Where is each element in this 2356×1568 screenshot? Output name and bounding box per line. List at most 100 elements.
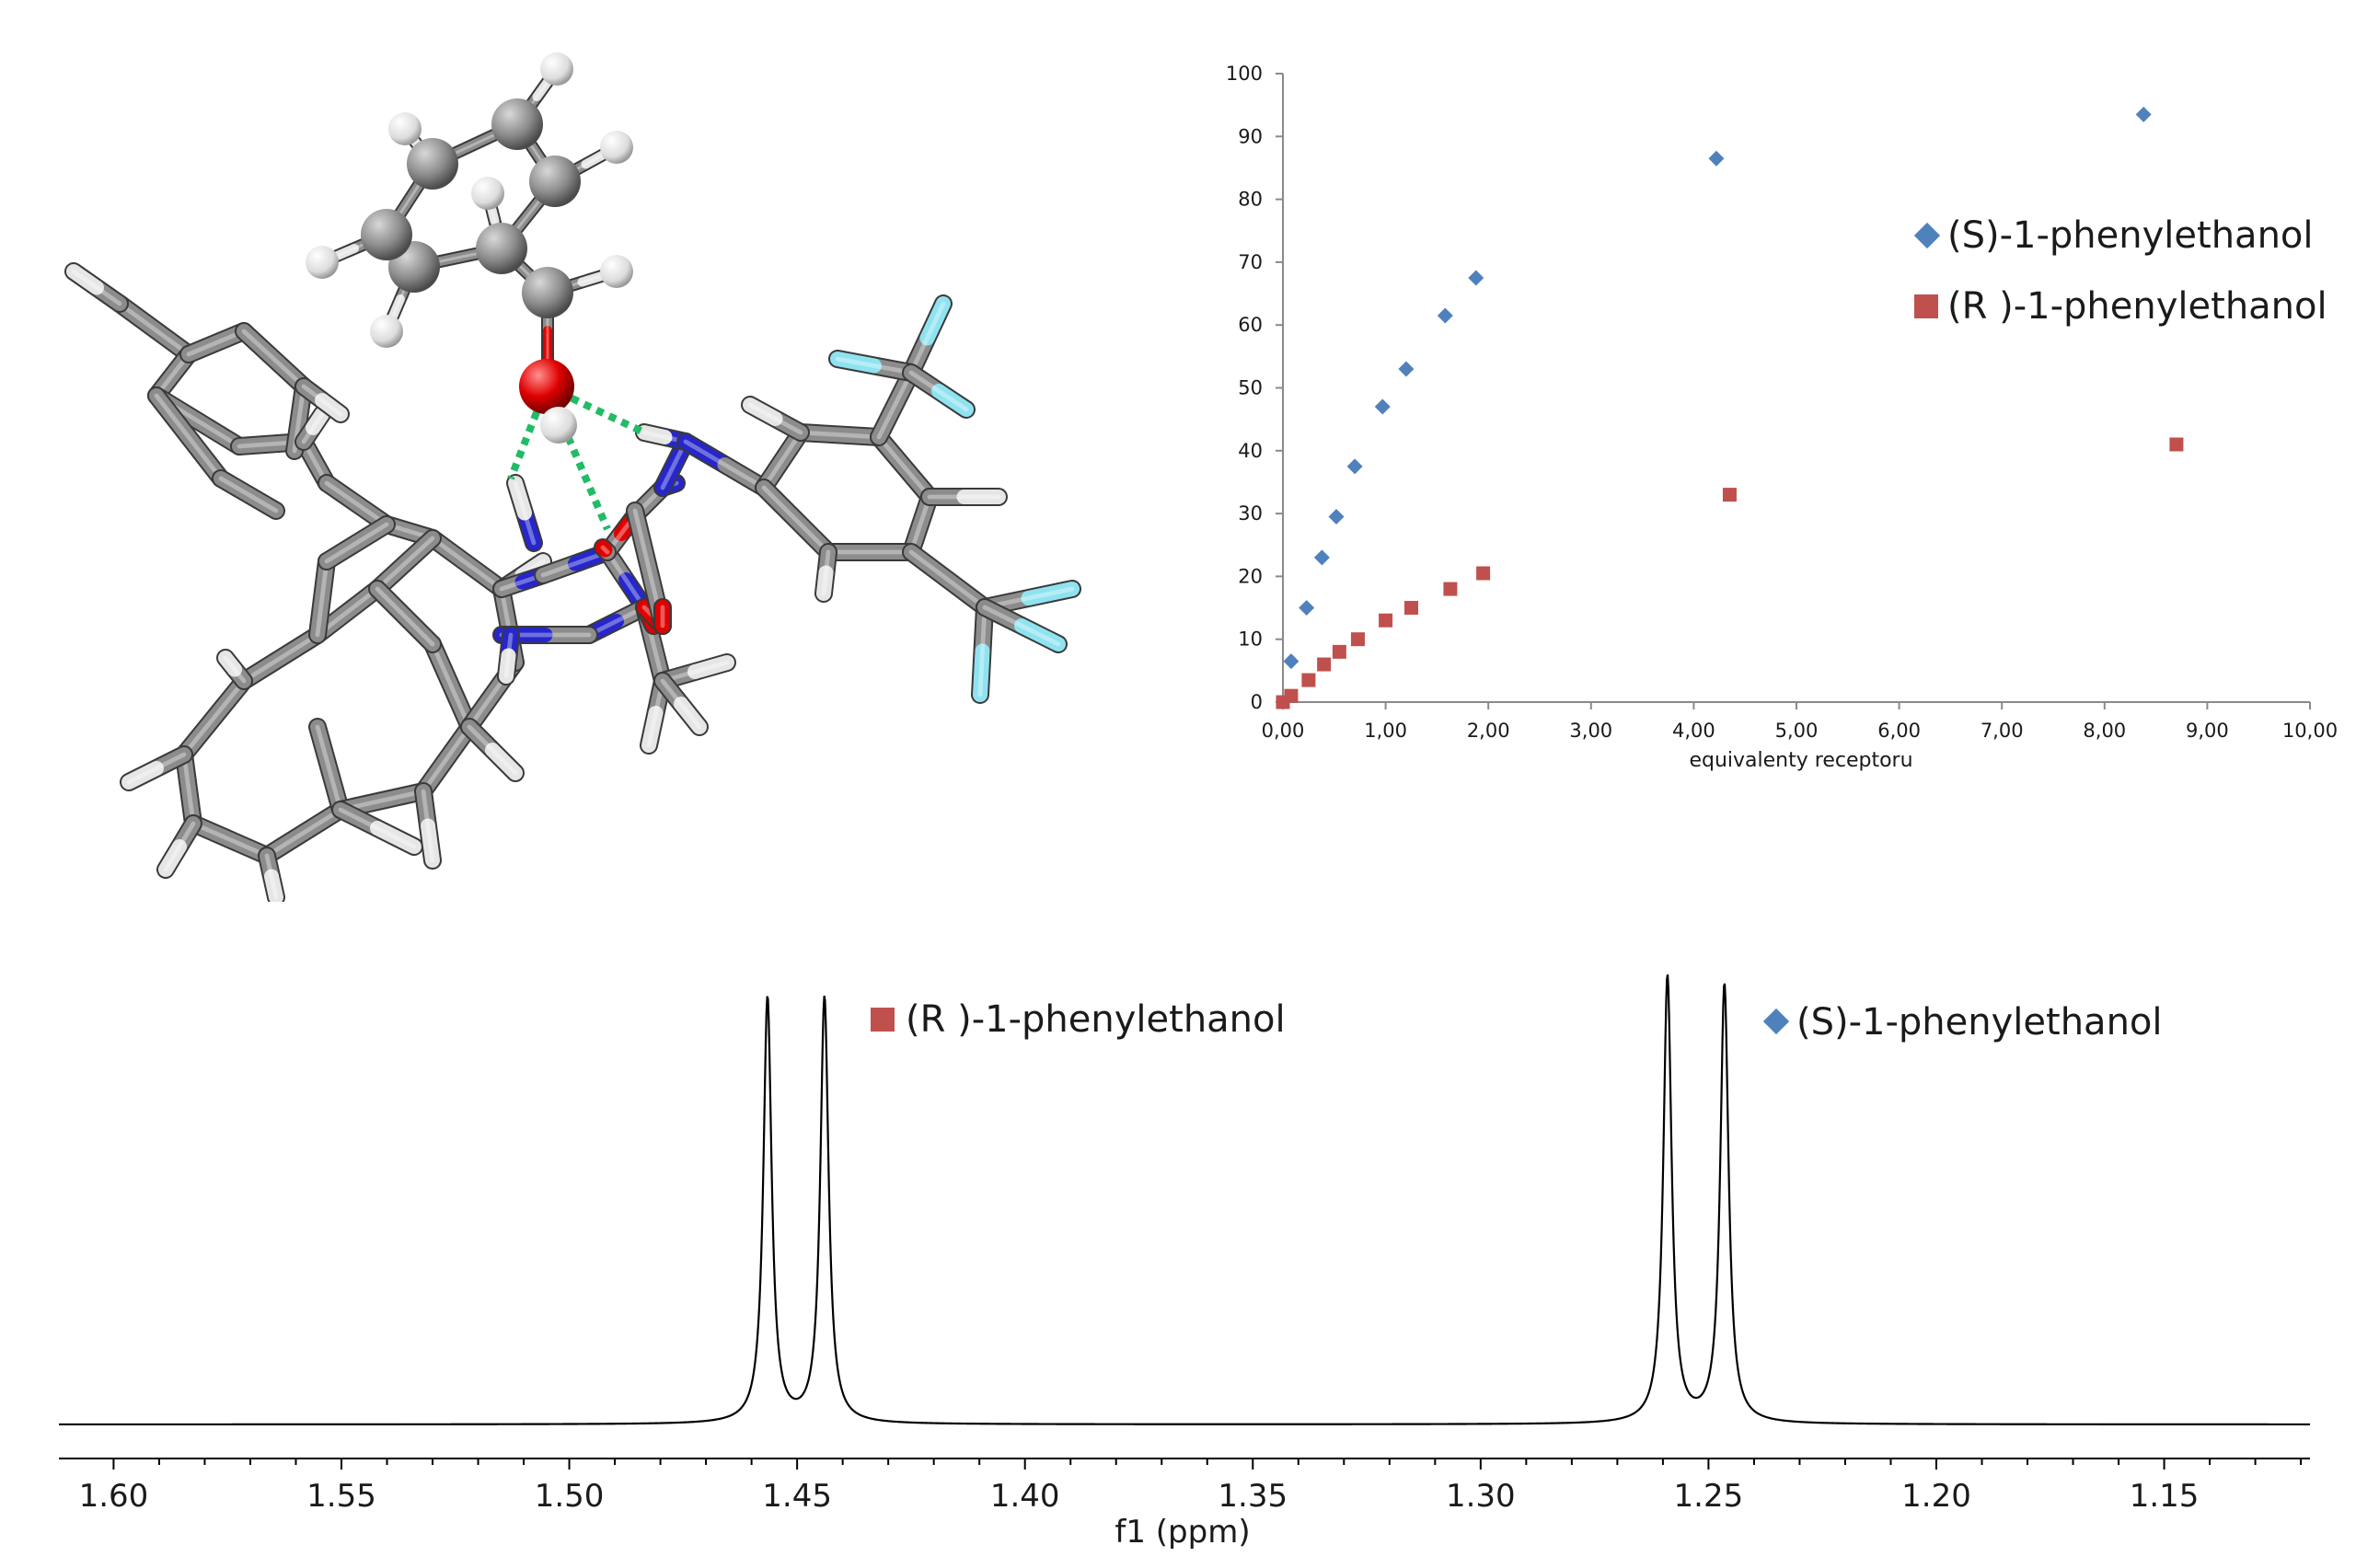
legend-marker-square [1914, 294, 1938, 318]
bond-highlight [513, 480, 537, 546]
scatter-x-tick-label: 4,00 [1672, 720, 1715, 742]
bond [508, 476, 532, 521]
bond [674, 697, 707, 734]
bond-highlight [421, 724, 472, 794]
scatter-point-s [1398, 361, 1415, 377]
scatter-point-r [1404, 601, 1418, 616]
nmr-x-tick-label: 1.40 [990, 1478, 1060, 1515]
scatter-y-tick-label: 40 [1238, 440, 1263, 462]
scatter-axes [1282, 74, 2310, 703]
bond-highlight [264, 853, 279, 900]
bond-highlight [338, 807, 417, 849]
scatter-point-r [2169, 437, 2184, 452]
nmr-x-axis-label: f1 (ppm) [1114, 1514, 1250, 1551]
scatter-point-s [1374, 398, 1391, 415]
scatter-point-r [1284, 688, 1299, 703]
carbon-atom [476, 223, 527, 274]
bond-highlight [154, 393, 224, 481]
scatter-point-s [1313, 549, 1330, 566]
nmr-x-tick-label: 1.20 [1901, 1478, 1971, 1515]
scatter-x-tick-label: 2,00 [1467, 720, 1510, 742]
bond-highlight [798, 430, 882, 440]
bond-highlight [876, 370, 914, 440]
nmr-spectrum-chart: 1.60 1.55 1.50 1.45 1.40 1.35 1.30 1.25 1.20 1.15… [59, 974, 2310, 1551]
bond [919, 296, 951, 346]
hydrogen-atom [540, 407, 577, 444]
scatter-point-r [1317, 657, 1332, 672]
scatter-point-s [2135, 106, 2152, 122]
bond [264, 869, 283, 902]
scatter-point-r [1443, 582, 1458, 596]
carbon-atom [522, 267, 573, 318]
scatter-point-s [1346, 458, 1363, 475]
nmr-legend-marker-square [871, 1008, 895, 1032]
bond [830, 352, 882, 374]
nmr-legend-marker-diamond [1762, 1008, 1790, 1035]
carbon-atom [407, 138, 458, 190]
bond [370, 821, 422, 854]
scatter-point-r [1722, 488, 1737, 502]
scatter-y-ticks: 0 10 20 30 40 50 60 70 80 90 100 [1226, 63, 1283, 713]
nmr-x-tick-label: 1.35 [1218, 1478, 1288, 1515]
bond-highlight [126, 752, 187, 785]
binding-scatter-chart: 0 10 20 30 40 50 60 70 80 90 100 0,00 1,00 2,00 3,00 4… [1226, 63, 2338, 772]
bond [904, 545, 955, 587]
scatter-point-r [1476, 566, 1491, 581]
hydrogen-atom [600, 255, 633, 288]
scatter-x-tick-label: 1,00 [1364, 720, 1407, 742]
bond-highlight [683, 439, 767, 490]
bond [149, 388, 196, 444]
scatter-x-ticks: 0,00 1,00 2,00 3,00 4,00 5,00 6,00 7,00 8,00 9,00… [1262, 702, 2338, 742]
molecule-atoms [306, 52, 633, 444]
legend-item-s: (S)-1-phenylethanol [1913, 214, 2314, 257]
scatter-x-tick-label: 8,00 [2083, 720, 2126, 742]
carbon-atom [491, 98, 543, 150]
hydrogen-atom [600, 131, 633, 164]
scatter-y-tick-label: 50 [1238, 377, 1263, 399]
nmr-x-tick-label: 1.50 [535, 1478, 605, 1515]
nmr-x-tick-label: 1.60 [79, 1478, 149, 1515]
bond-highlight [605, 549, 647, 610]
legend-label-r: (R )-1-phenylethanol [1947, 285, 2327, 328]
bond [241, 487, 283, 518]
bond [370, 582, 412, 624]
bond [349, 517, 394, 550]
bond [641, 706, 664, 753]
nmr-legend-label-s: (S)-1-phenylethanol [1796, 1001, 2163, 1043]
bond-highlight [761, 430, 803, 490]
bond-highlight [186, 329, 247, 357]
scatter-points [1276, 106, 2184, 709]
scatter-x-tick-label: 10,00 [2282, 720, 2338, 742]
nmr-spectrum-trace [59, 974, 2310, 1426]
bond [499, 648, 516, 684]
scatter-point-s [1437, 307, 1453, 324]
hydrogen-atom [471, 177, 504, 210]
bond [287, 411, 306, 458]
legend-marker-diamond [1913, 222, 1941, 249]
bond [595, 540, 613, 558]
bond-highlight [908, 494, 932, 555]
bond-highlight [264, 807, 343, 859]
hydrogen-atom [540, 52, 573, 86]
bond-highlight [586, 605, 647, 638]
bond-highlight [375, 586, 435, 647]
scatter-point-s [1708, 150, 1725, 167]
bond-highlight [421, 789, 435, 863]
scatter-y-tick-label: 30 [1238, 502, 1263, 525]
bond [637, 425, 673, 444]
bond-highlight [430, 536, 504, 592]
bond [66, 264, 104, 295]
bond [1014, 618, 1066, 651]
bond-highlight [600, 545, 610, 555]
nmr-x-tick-label: 1.45 [762, 1478, 832, 1515]
bond-highlight [71, 269, 122, 306]
bond [306, 407, 329, 435]
bond-highlight [876, 434, 932, 500]
bond-highlight [835, 356, 914, 375]
bond-highlight [181, 678, 247, 757]
bond-highlight [324, 522, 389, 564]
carbon-atom [529, 156, 581, 207]
nmr-legend-r: (R )-1-phenylethanol [871, 998, 1286, 1041]
scatter-x-axis-label: equivalenty receptoru [1689, 749, 1912, 772]
bond [931, 384, 974, 417]
